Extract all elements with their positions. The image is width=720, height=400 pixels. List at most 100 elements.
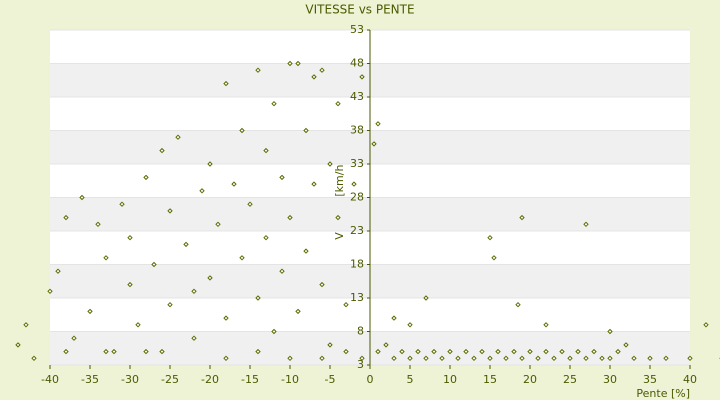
point [255,348,261,355]
point [519,355,525,362]
point [583,355,589,362]
point [279,268,285,274]
point [447,348,453,355]
point [191,335,197,341]
point [135,322,141,328]
point [567,355,573,362]
y-tick-label: 3 [357,358,364,371]
point [279,174,285,181]
point [303,248,309,254]
point [583,221,589,228]
point [503,355,509,362]
point [439,355,445,362]
point [103,348,109,355]
chart-title: VITESSE vs PENTE [305,3,414,17]
x-tick-label: 35 [643,373,657,386]
point [215,221,221,228]
y-tick-label: 13 [350,291,364,304]
point [559,348,565,355]
point [631,355,637,362]
point [31,355,37,362]
point [551,355,557,362]
point [511,348,517,355]
x-tick-label: -15 [241,373,259,386]
point [343,348,349,355]
point [63,214,69,221]
point [343,301,349,308]
y-tick-label: 18 [350,258,364,271]
point [519,214,525,221]
point [159,348,165,355]
point [223,80,229,87]
point [199,188,205,194]
point [263,147,269,154]
point [159,147,165,154]
point [207,161,213,167]
point [271,328,277,335]
point [359,74,365,80]
point [223,315,229,321]
y-tick-label: 43 [350,90,364,103]
x-tick-label: 0 [367,373,374,386]
point [423,295,429,301]
point [111,348,117,355]
x-tick-label: -30 [121,373,139,386]
point [335,100,341,107]
point [607,328,613,335]
point [71,335,77,341]
point [391,315,397,321]
point [455,355,461,362]
point [87,308,93,315]
point [239,127,245,134]
point [383,342,389,348]
point [55,268,61,274]
point [471,355,477,362]
point [143,348,149,355]
x-tick-label: 40 [683,373,697,386]
point [79,194,85,201]
y-tick-label: 38 [350,124,364,137]
x-tick-label: 15 [483,373,497,386]
point [663,355,669,362]
x-tick-label: -25 [161,373,179,386]
point [119,201,125,207]
point [287,355,293,362]
y-tick-label: 28 [350,191,364,204]
point [263,234,269,241]
y-tick-label: 48 [350,57,364,70]
point [543,348,549,355]
point [335,214,341,221]
point [535,355,541,362]
point [575,348,581,355]
point [239,255,245,261]
point [311,74,317,80]
point [623,342,629,348]
point [103,255,109,261]
y-tick-label: 8 [357,325,364,338]
point [479,348,485,355]
point [407,322,413,328]
point [599,355,605,362]
y-tick-label: 23 [350,224,364,237]
point [647,355,653,362]
point [287,60,293,67]
x-tick-label: -40 [41,373,59,386]
point [319,355,325,362]
point [271,100,277,107]
point [495,348,501,355]
x-tick-label: -35 [81,373,99,386]
point [415,348,421,355]
point [127,234,133,241]
point [231,181,237,187]
point [207,275,213,281]
point [327,342,333,348]
point [327,161,333,167]
y-tick-label: 33 [350,157,364,170]
point [303,127,309,134]
x-tick-label: 10 [443,373,457,386]
point [371,141,377,147]
x-axis-label: Pente [%] [636,387,690,400]
point [423,355,429,362]
point [15,342,21,348]
